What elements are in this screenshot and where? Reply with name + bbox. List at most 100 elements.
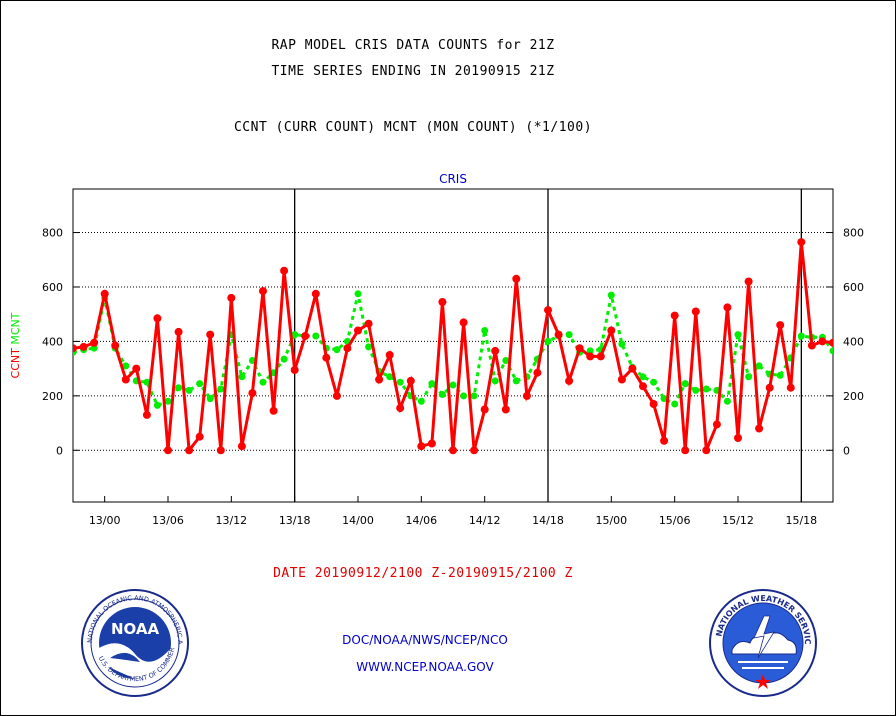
data-point-mcnt bbox=[660, 395, 668, 403]
data-point-ccnt bbox=[259, 287, 267, 296]
data-point-ccnt bbox=[459, 318, 468, 327]
x-tick-label: 14/12 bbox=[469, 514, 501, 527]
data-point-ccnt bbox=[269, 406, 278, 415]
data-point-ccnt bbox=[691, 307, 700, 316]
data-point-ccnt bbox=[470, 446, 479, 455]
data-point-ccnt bbox=[311, 289, 320, 298]
data-point-ccnt bbox=[818, 337, 827, 346]
data-point-ccnt bbox=[670, 311, 679, 320]
data-point-ccnt bbox=[427, 439, 436, 448]
chart-title-line2: TIME SERIES ENDING IN 20190915 21Z bbox=[271, 64, 555, 79]
data-point-mcnt bbox=[333, 346, 341, 354]
chart-subtitle: CCNT (CURR COUNT) MCNT (MON COUNT) (*1/1… bbox=[233, 120, 593, 135]
x-tick-label: 15/18 bbox=[785, 514, 817, 527]
data-point-ccnt bbox=[786, 383, 795, 392]
data-point-mcnt bbox=[185, 386, 193, 394]
data-point-ccnt bbox=[111, 341, 120, 350]
data-point-ccnt bbox=[544, 306, 552, 315]
y-axis-label-ccnt: CCNT bbox=[9, 348, 22, 379]
data-point-ccnt bbox=[765, 383, 774, 392]
data-point-ccnt bbox=[343, 344, 352, 353]
data-point-ccnt bbox=[491, 346, 500, 355]
series-ccnt bbox=[73, 238, 833, 455]
data-point-mcnt bbox=[153, 401, 161, 409]
data-point-ccnt bbox=[522, 391, 531, 400]
data-point-mcnt bbox=[196, 380, 204, 388]
data-point-ccnt bbox=[586, 352, 595, 361]
data-point-ccnt bbox=[90, 338, 99, 347]
data-point-ccnt bbox=[575, 344, 584, 353]
data-point-ccnt bbox=[617, 375, 626, 384]
data-point-ccnt bbox=[512, 274, 521, 283]
data-point-ccnt bbox=[607, 326, 616, 335]
credit-url: WWW.NCEP.NOAA.GOV bbox=[356, 660, 494, 674]
data-point-mcnt bbox=[797, 332, 805, 340]
data-point-ccnt bbox=[596, 352, 605, 361]
data-point-ccnt bbox=[723, 303, 732, 312]
data-point-ccnt bbox=[301, 332, 310, 340]
x-tick-label: 14/00 bbox=[342, 514, 374, 527]
data-point-ccnt bbox=[533, 368, 542, 377]
data-point-ccnt bbox=[121, 375, 130, 384]
national-weather-service-logo: NATIONAL WEATHER SERVICE bbox=[708, 588, 817, 697]
data-point-ccnt bbox=[354, 326, 362, 335]
data-point-ccnt bbox=[322, 353, 331, 362]
data-point-ccnt bbox=[649, 400, 658, 408]
data-point-ccnt bbox=[829, 338, 833, 347]
data-point-ccnt bbox=[164, 446, 172, 455]
data-point-mcnt bbox=[723, 397, 731, 405]
x-tick-label: 13/06 bbox=[152, 514, 184, 527]
y-tick-label-right: 0 bbox=[843, 444, 850, 457]
data-point-ccnt bbox=[174, 327, 183, 336]
data-point-ccnt bbox=[195, 432, 204, 441]
y-tick-label-left: 200 bbox=[42, 390, 63, 403]
data-point-ccnt bbox=[132, 364, 141, 373]
data-point-mcnt bbox=[650, 378, 658, 386]
data-point-mcnt bbox=[618, 340, 626, 348]
data-point-mcnt bbox=[565, 331, 573, 339]
data-point-ccnt bbox=[227, 293, 236, 302]
y-tick-label-right: 600 bbox=[843, 281, 864, 294]
data-point-mcnt bbox=[175, 384, 183, 392]
x-tick-label: 14/18 bbox=[532, 514, 564, 527]
y-tick-label-left: 0 bbox=[56, 444, 63, 457]
series-line-ccnt bbox=[73, 241, 833, 455]
data-point-mcnt bbox=[206, 395, 214, 403]
data-point-mcnt bbox=[365, 343, 373, 351]
data-point-ccnt bbox=[565, 376, 574, 385]
data-point-mcnt bbox=[639, 373, 647, 381]
x-tick-label: 15/12 bbox=[722, 514, 754, 527]
x-tick-label: 13/00 bbox=[89, 514, 121, 527]
data-point-ccnt bbox=[385, 351, 394, 359]
data-point-mcnt bbox=[417, 397, 425, 405]
data-point-mcnt bbox=[280, 355, 288, 363]
x-tick-label: 15/06 bbox=[659, 514, 691, 527]
data-point-mcnt bbox=[692, 386, 700, 394]
data-point-ccnt bbox=[79, 342, 88, 351]
data-point-ccnt bbox=[744, 277, 753, 286]
x-tick-label: 13/12 bbox=[215, 514, 247, 527]
data-point-mcnt bbox=[259, 378, 267, 386]
data-point-mcnt bbox=[491, 377, 499, 385]
data-point-ccnt bbox=[100, 289, 109, 298]
data-point-ccnt bbox=[375, 375, 384, 384]
data-point-mcnt bbox=[164, 397, 172, 405]
data-point-mcnt bbox=[386, 373, 394, 381]
data-point-ccnt bbox=[153, 314, 162, 323]
data-point-mcnt bbox=[702, 385, 710, 393]
data-point-ccnt bbox=[396, 404, 405, 413]
data-point-mcnt bbox=[238, 373, 246, 381]
data-point-ccnt bbox=[73, 344, 77, 353]
data-point-mcnt bbox=[607, 291, 615, 299]
data-point-ccnt bbox=[734, 434, 742, 442]
data-point-ccnt bbox=[712, 420, 721, 429]
data-point-ccnt bbox=[280, 266, 289, 275]
data-point-mcnt bbox=[776, 371, 784, 379]
data-point-mcnt bbox=[481, 327, 489, 334]
data-point-mcnt bbox=[470, 392, 478, 400]
data-point-mcnt bbox=[512, 377, 520, 385]
x-tick-label: 13/18 bbox=[279, 514, 311, 527]
data-point-ccnt bbox=[364, 319, 373, 328]
data-point-ccnt bbox=[406, 376, 415, 385]
